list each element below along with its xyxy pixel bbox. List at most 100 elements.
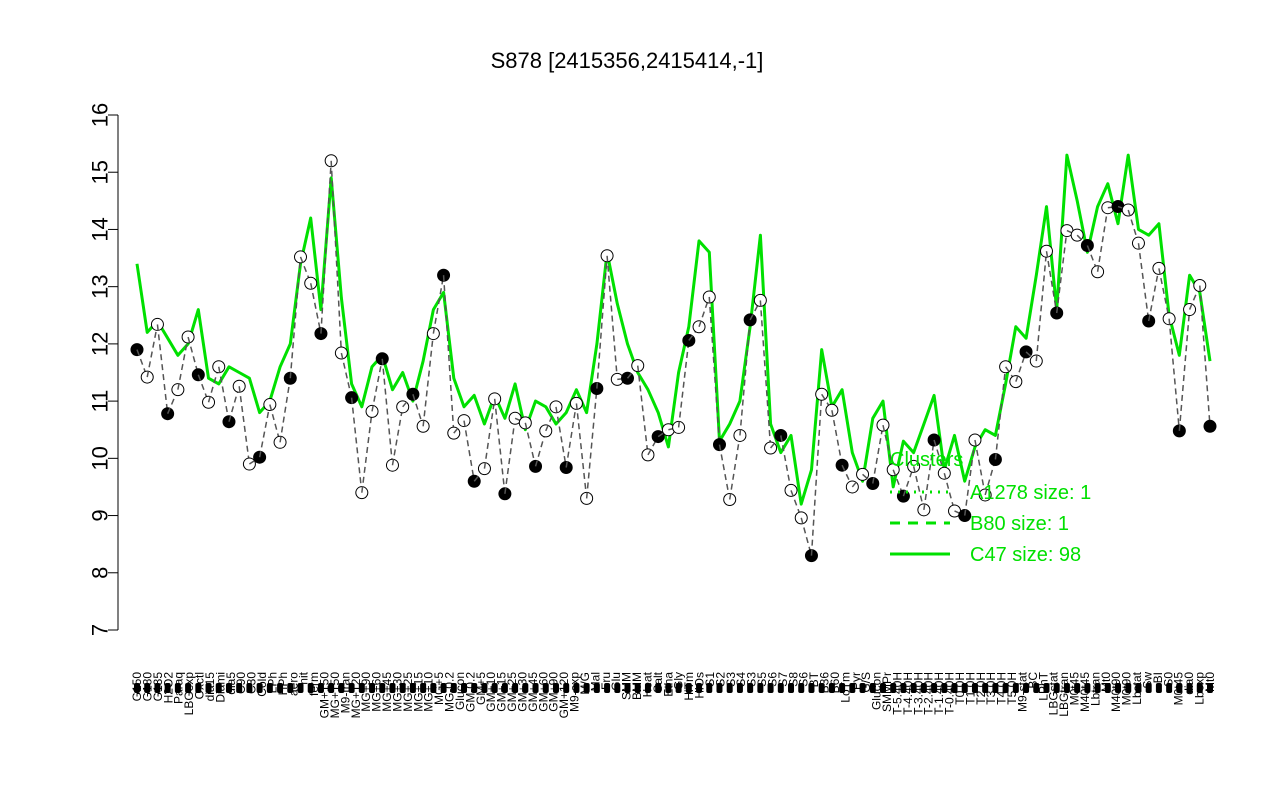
x-tick-label: MG+150: [328, 672, 342, 719]
x-rug-mark: [961, 683, 968, 693]
x-rug-mark: [369, 683, 376, 693]
sample-connector: [759, 300, 772, 449]
x-rug-mark: [624, 683, 631, 693]
x-rug-mark: [542, 683, 549, 693]
x-tick-label: HiOs: [693, 672, 707, 699]
sample-connector: [422, 333, 435, 427]
sample-connector: [606, 255, 619, 380]
x-rug-mark: [634, 683, 641, 693]
x-tick-label: Paraq: [172, 672, 186, 704]
x-rug-mark: [409, 683, 416, 693]
x-tick-label: M9-exp: [568, 672, 582, 712]
x-tick-label: GM+25: [505, 672, 519, 712]
legend-title: Clusters: [890, 449, 963, 471]
x-rug-mark: [931, 683, 938, 693]
sample-connector: [1096, 207, 1109, 272]
sample-connector: [677, 340, 690, 428]
sample-connector: [350, 397, 363, 493]
x-tick-label: Fru: [599, 672, 613, 690]
y-tick-label: 13: [88, 274, 113, 298]
x-rug-mark: [154, 683, 161, 693]
x-rug-mark: [808, 683, 815, 693]
x-rug-mark: [307, 683, 314, 693]
x-rug-mark: [266, 683, 273, 693]
x-axis: G150G180G135H2O2ParaqLBGexpOxctldia15Dia…: [130, 671, 1217, 718]
x-rug-mark: [992, 683, 999, 693]
y-tick-label: 10: [88, 446, 113, 470]
x-tick-label: GM+10: [484, 672, 498, 712]
sample-connector: [289, 256, 302, 379]
x-tick-label: S6: [766, 672, 780, 687]
x-rug-mark: [839, 683, 846, 693]
x-tick-label: T2.0H: [974, 672, 988, 705]
x-tick-label: HPh: [276, 672, 290, 695]
x-rug-mark: [798, 683, 805, 693]
sample-connector: [718, 444, 731, 500]
sample-connector: [555, 406, 567, 468]
x-tick-label: MG+25: [401, 672, 415, 712]
x-rug-mark: [890, 683, 897, 693]
sample-connector: [463, 420, 475, 482]
x-tick-label: Mt0: [1203, 672, 1217, 692]
x-tick-label: G/S: [859, 672, 873, 693]
sample-connector: [279, 378, 292, 443]
y-tick-label: 11: [88, 390, 113, 413]
x-rug-mark: [164, 683, 171, 693]
x-rug-mark: [205, 683, 212, 693]
sample-connector: [575, 403, 588, 499]
x-rug-mark: [563, 683, 570, 693]
x-tick-label: SMM: [620, 672, 634, 700]
x-tick-label: Mal: [588, 672, 602, 691]
sample-connector: [1147, 268, 1160, 322]
x-rug-mark: [256, 683, 263, 693]
x-rug-mark: [481, 683, 488, 693]
legend-entry-b80: B80 size: 1: [970, 513, 1069, 535]
sample-connector: [1035, 251, 1048, 362]
x-tick-label: S2: [713, 672, 727, 687]
x-tick-label: G150: [130, 672, 144, 702]
x-tick-label: Glu: [609, 672, 623, 691]
sample-connector: [504, 418, 516, 494]
sample-connector: [902, 466, 915, 497]
sample-connector: [698, 296, 710, 327]
x-tick-label: MG+120: [349, 672, 363, 719]
x-rug-mark: [869, 683, 876, 693]
x-tick-label: Gly: [672, 672, 686, 690]
x-rug-mark: [614, 683, 621, 693]
series-line-c47: [135, 153, 1212, 506]
x-rug-mark: [706, 683, 713, 693]
x-tick-label: T4.0H: [995, 672, 1009, 705]
legend-entry-c47: C47 size: 98: [970, 544, 1081, 566]
x-tick-label: T5.0H: [1005, 672, 1019, 705]
sample-connector: [238, 386, 251, 465]
x-rug-mark: [225, 683, 232, 693]
sample-connector: [636, 365, 649, 455]
x-rug-mark: [879, 683, 886, 693]
x-rug-mark: [747, 683, 754, 693]
x-rug-mark: [777, 683, 784, 693]
x-rug-mark: [1145, 683, 1152, 693]
x-tick-label: MG-0.2: [443, 672, 457, 712]
x-tick-label: BI: [1151, 672, 1165, 683]
x-rug-mark: [910, 683, 917, 693]
x-rug-mark: [1186, 683, 1193, 693]
x-tick-label: M0t45: [1068, 672, 1082, 706]
x-tick-label: Salt: [651, 671, 665, 692]
x-rug-mark: [736, 683, 743, 693]
sample-connector: [882, 424, 894, 470]
x-tick-label: C90: [234, 672, 248, 694]
x-tick-label: MG+30: [390, 672, 404, 712]
x-tick-label: GM+45: [526, 672, 540, 712]
sample-point: [1203, 419, 1217, 433]
sample-connector: [1168, 318, 1181, 431]
x-rug-mark: [593, 683, 600, 693]
x-tick-label: BC: [1026, 672, 1040, 689]
sample-connector: [187, 336, 200, 375]
sample-connector: [943, 473, 956, 512]
x-rug-mark: [1125, 683, 1132, 693]
sample-connector: [1178, 309, 1191, 431]
x-tick-label: Mt0: [1099, 672, 1113, 692]
x-tick-label: G180: [140, 672, 154, 702]
x-rug-mark: [1207, 683, 1213, 693]
sample-connector: [933, 439, 946, 474]
